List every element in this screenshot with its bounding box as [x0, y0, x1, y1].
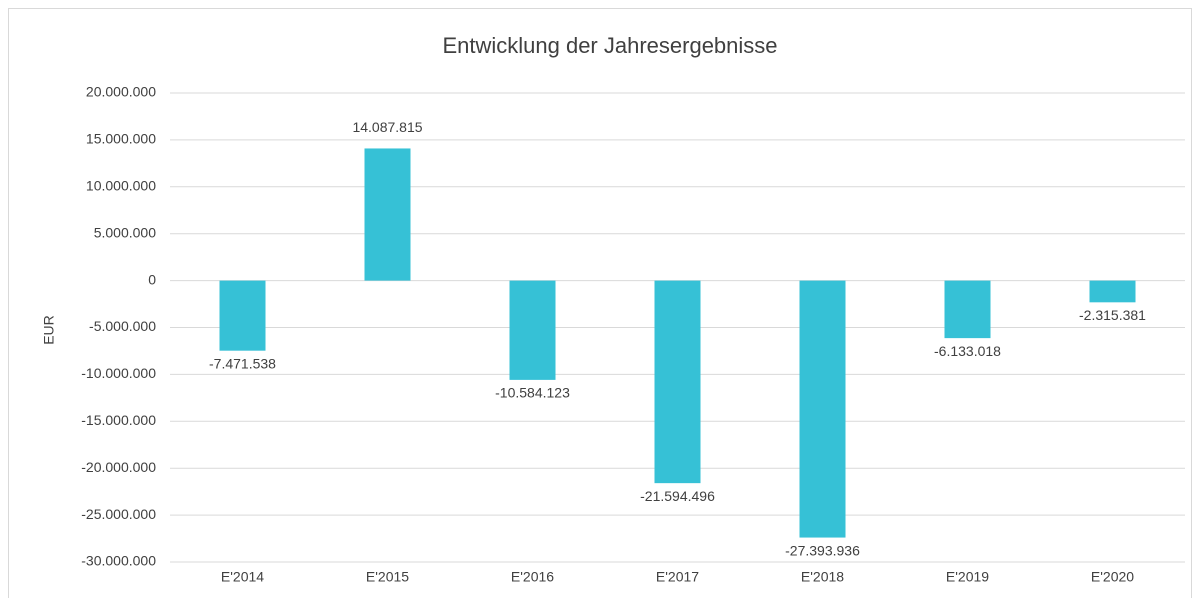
- chart-title: Entwicklung der Jahresergebnisse: [442, 33, 777, 58]
- y-tick-label: -5.000.000: [89, 318, 156, 334]
- value-label: -7.471.538: [209, 355, 276, 371]
- chart-frame: [8, 8, 1192, 598]
- y-tick-label: -10.000.000: [81, 365, 156, 381]
- value-label: 14.087.815: [352, 119, 422, 135]
- y-tick-label: 20.000.000: [86, 84, 156, 100]
- bar: [509, 280, 556, 380]
- value-label: -10.584.123: [495, 385, 570, 401]
- x-tick-label: E'2015: [366, 569, 409, 585]
- bar: [219, 280, 266, 351]
- x-tick-label: E'2016: [511, 569, 554, 585]
- value-label: -21.594.496: [640, 488, 715, 504]
- bar: [1089, 280, 1136, 303]
- y-tick-label: 0: [148, 271, 156, 287]
- y-tick-label: 15.000.000: [86, 131, 156, 147]
- y-tick-label: -25.000.000: [81, 506, 156, 522]
- bar: [799, 280, 846, 538]
- y-tick-label: -30.000.000: [81, 553, 156, 569]
- y-axis-label: EUR: [41, 315, 57, 345]
- value-label: -6.133.018: [934, 343, 1001, 359]
- x-tick-label: E'2014: [221, 569, 264, 585]
- bar: [654, 280, 701, 484]
- y-tick-label: 10.000.000: [86, 178, 156, 194]
- x-tick-label: E'2019: [946, 569, 989, 585]
- value-label: -2.315.381: [1079, 307, 1146, 323]
- x-tick-label: E'2018: [801, 569, 844, 585]
- x-tick-label: E'2017: [656, 569, 699, 585]
- y-tick-label: -15.000.000: [81, 412, 156, 428]
- bar: [364, 148, 411, 281]
- bar: [944, 280, 991, 339]
- value-label: -27.393.936: [785, 542, 860, 558]
- y-tick-label: -20.000.000: [81, 459, 156, 475]
- x-tick-label: E'2020: [1091, 569, 1134, 585]
- y-tick-label: 5.000.000: [94, 224, 156, 240]
